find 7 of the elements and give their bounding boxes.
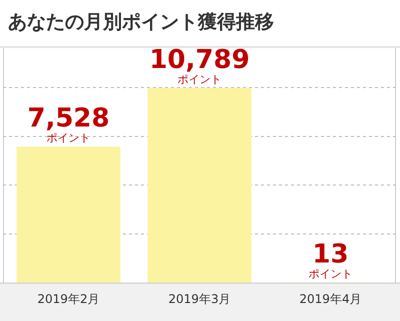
data-label: 13 ポイント xyxy=(308,239,352,280)
data-label: 10,789 ポイント xyxy=(149,44,250,86)
x-tick-label: 2019年3月 xyxy=(168,292,231,306)
x-tick-label: 2019年2月 xyxy=(37,292,100,306)
chart-title: あなたの月別ポイント獲得推移 xyxy=(8,11,274,33)
data-label: 7,528 ポイント xyxy=(27,104,110,145)
x-tick-label: 2019年4月 xyxy=(299,292,362,306)
